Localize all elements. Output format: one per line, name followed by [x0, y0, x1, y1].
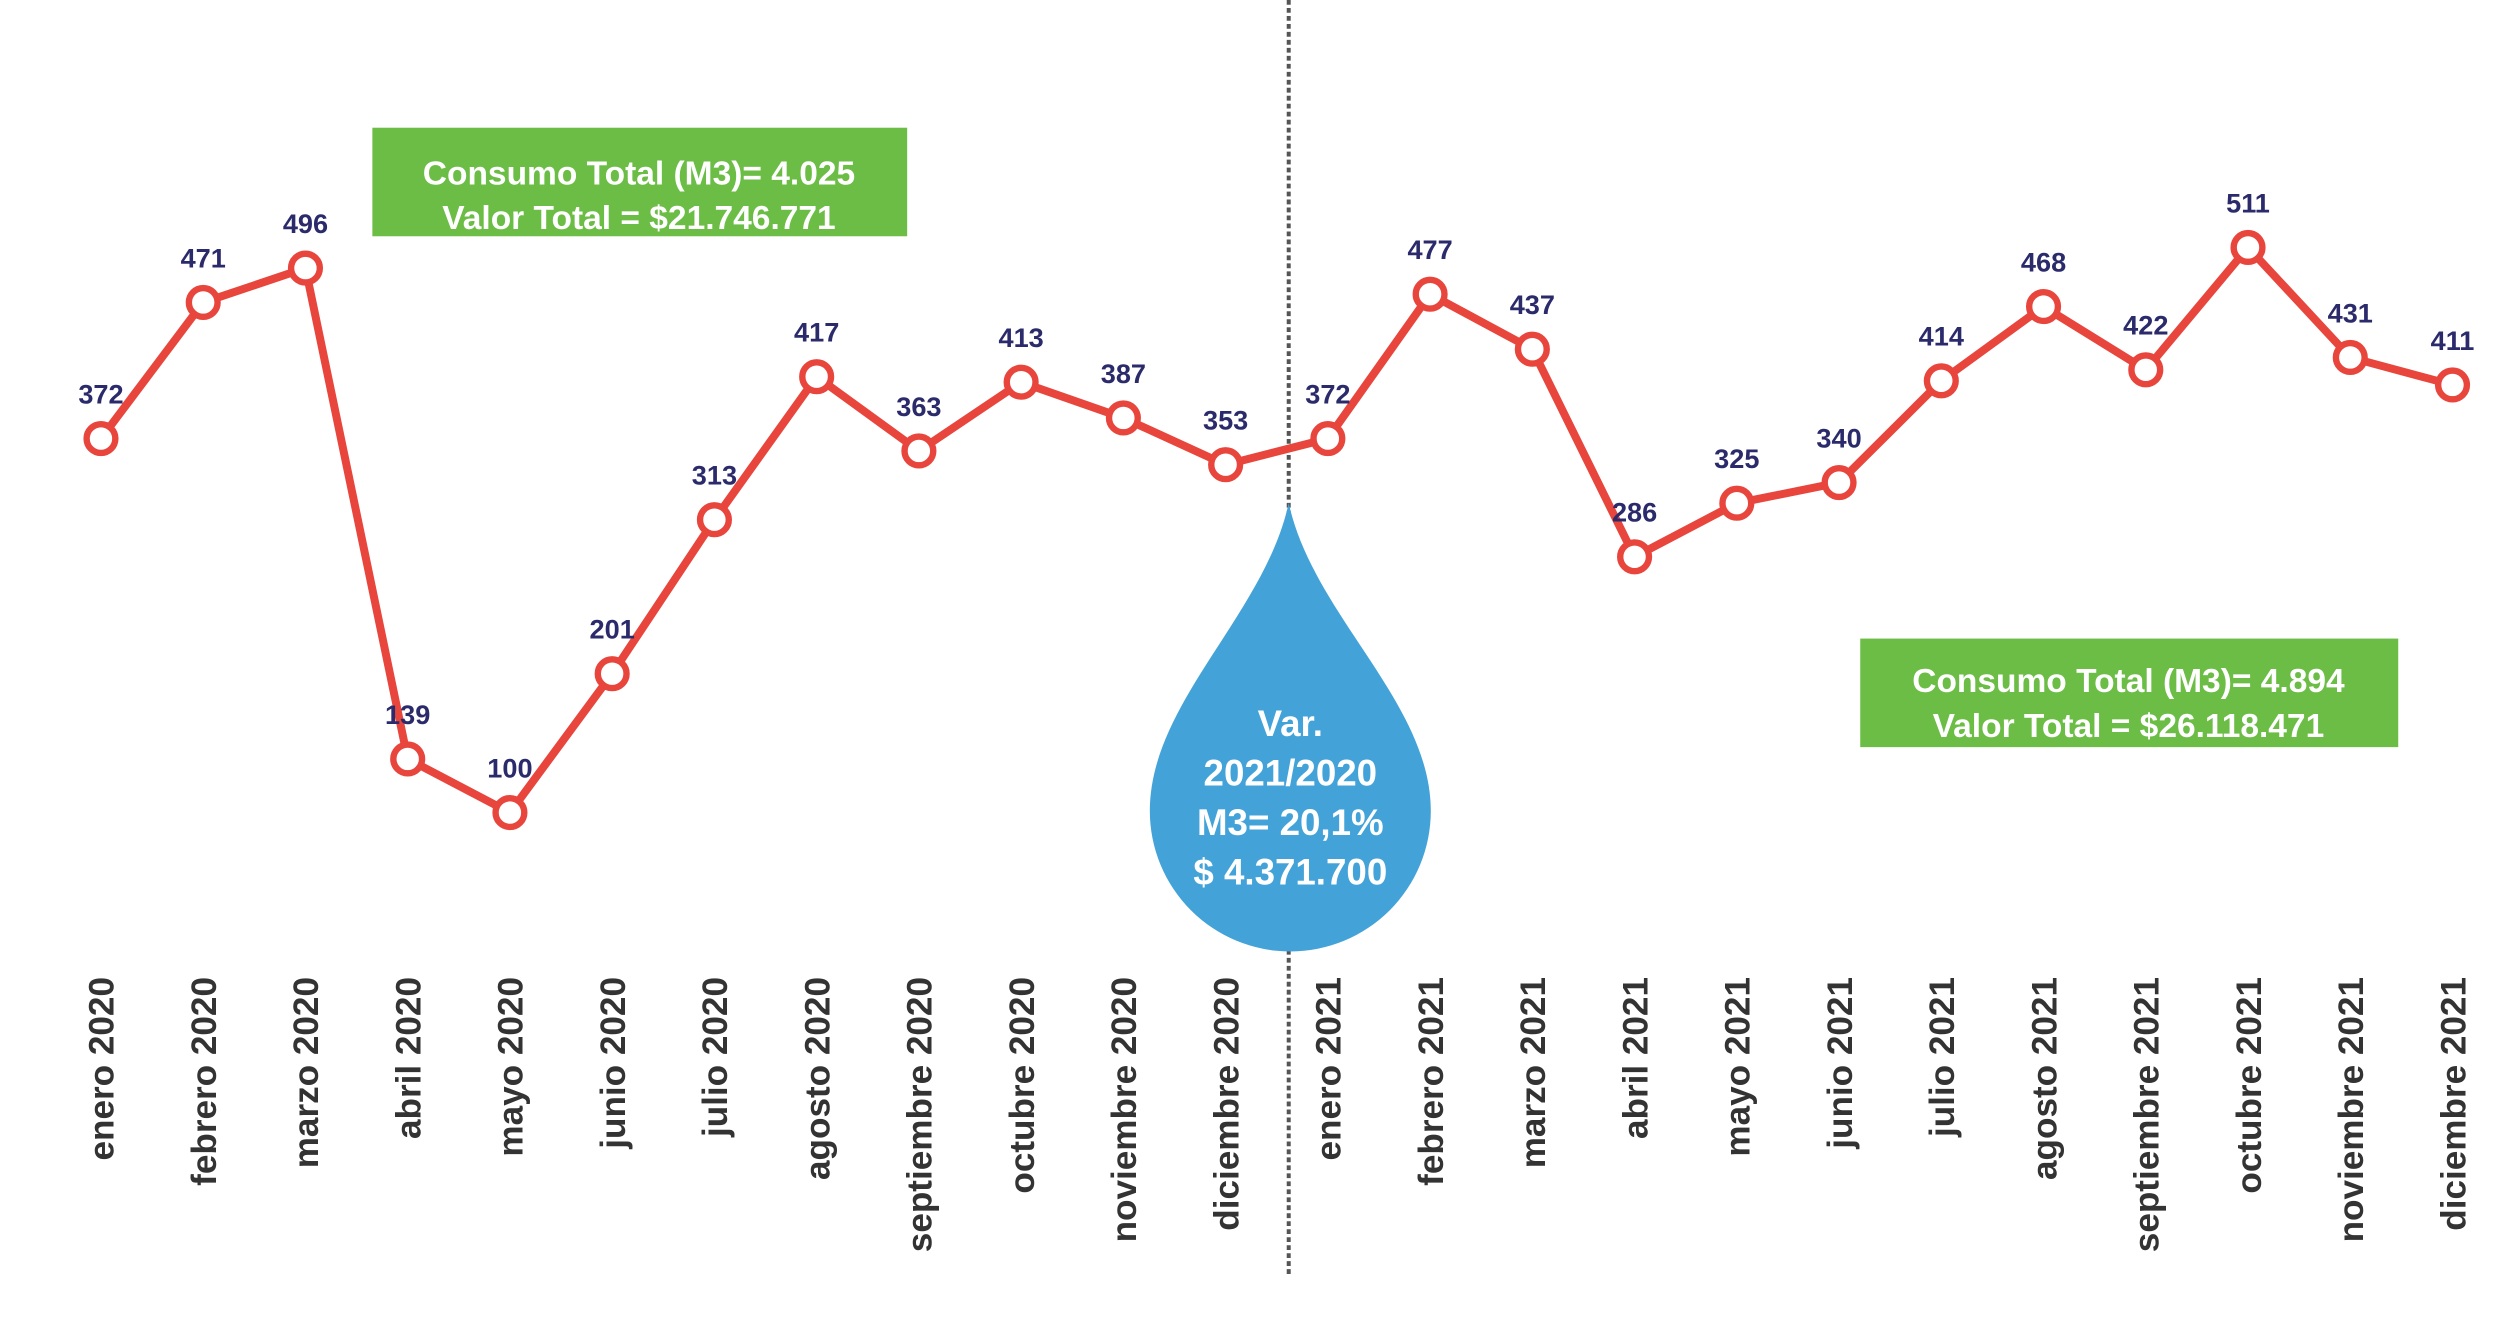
annotation-text: Consumo Total (M3)= 4.025: [423, 155, 855, 192]
data-point: [83, 421, 119, 457]
annotation-text: Consumo Total (M3)= 4.894: [1912, 663, 2345, 700]
x-tick-label: julio 2020: [696, 977, 735, 1138]
value-label: 340: [1816, 422, 1861, 453]
data-point: [901, 433, 937, 469]
annotation-text: 2021/2020: [1204, 753, 1378, 794]
value-label: 353: [1203, 405, 1248, 436]
x-tick-label: junio 2020: [594, 977, 633, 1150]
x-tick-label: octubre 2021: [2230, 977, 2269, 1194]
value-label: 413: [999, 322, 1044, 353]
value-label: 431: [2328, 297, 2373, 328]
value-label: 372: [1305, 378, 1350, 409]
x-tick-label: junio 2021: [1821, 977, 1860, 1150]
annotation-text: $ 4.371.700: [1193, 852, 1387, 893]
x-tick-label: abril 2020: [389, 977, 428, 1139]
data-point: [1208, 447, 1244, 483]
x-tick-label: noviembre 2020: [1105, 977, 1144, 1242]
data-point: [1105, 400, 1141, 436]
value-label: 372: [78, 378, 123, 409]
x-tick-label: agosto 2020: [798, 977, 837, 1180]
data-point: [1923, 363, 1959, 399]
data-point: [1003, 364, 1039, 400]
annotation-text: Var.: [1258, 703, 1323, 744]
data-point: [2025, 289, 2062, 325]
x-tick-label: marzo 2021: [1514, 977, 1553, 1168]
x-tick-label: abril 2021: [1616, 977, 1655, 1139]
x-tick-label: julio 2021: [1923, 977, 1962, 1138]
annotation-text: Valor Total = $26.118.471: [1933, 708, 2325, 745]
data-point: [1617, 539, 1653, 575]
value-label: 286: [1612, 497, 1657, 528]
x-tick-label: enero 2020: [83, 977, 122, 1160]
data-point: [492, 795, 528, 831]
x-tick-label: septiembre 2020: [901, 977, 940, 1252]
data-point: [1412, 276, 1448, 312]
value-label: 437: [1510, 289, 1555, 320]
value-label: 411: [2431, 325, 2475, 356]
x-tick-label: agosto 2021: [2025, 977, 2064, 1180]
data-point: [696, 502, 732, 538]
x-tick-label: febrero 2020: [185, 977, 224, 1186]
data-point: [2128, 352, 2164, 388]
value-label: 325: [1714, 443, 1759, 474]
data-point: [2332, 339, 2368, 376]
annotation-text: Valor Total = $21.746.771: [442, 200, 835, 237]
data-point: [2434, 367, 2471, 403]
value-label: 387: [1101, 358, 1146, 389]
annotation-text: M3= 20,1%: [1197, 802, 1384, 843]
data-point: [1719, 485, 1755, 521]
annotation-box: [1860, 638, 2399, 748]
x-tick-label: febrero 2021: [1412, 977, 1451, 1186]
x-tick-label: marzo 2020: [287, 977, 326, 1168]
value-label: 414: [1919, 321, 1964, 352]
value-label: 477: [1407, 234, 1452, 265]
x-tick-label: enero 2021: [1310, 977, 1349, 1160]
data-point: [185, 284, 221, 321]
x-tick-label: diciembre 2020: [1207, 977, 1246, 1231]
value-label: 363: [896, 391, 941, 422]
data-point: [799, 359, 835, 395]
data-point: [1514, 331, 1550, 367]
x-tick-label: noviembre 2021: [2332, 977, 2371, 1242]
x-tick-label: octubre 2020: [1003, 977, 1042, 1194]
value-label: 511: [2226, 187, 2270, 218]
value-label: 417: [794, 317, 839, 348]
data-point: [2230, 229, 2266, 266]
value-label: 313: [692, 460, 737, 491]
annotation-box: [372, 127, 908, 237]
data-line: [97, 243, 2454, 817]
value-label: 471: [181, 242, 226, 273]
data-point: [390, 741, 426, 777]
x-tick-label: mayo 2021: [1719, 977, 1758, 1157]
data-point: [1310, 421, 1346, 457]
x-tick-label: septiembre 2021: [2128, 977, 2167, 1252]
x-tick-label: mayo 2020: [492, 977, 531, 1157]
value-label: 422: [2123, 310, 2168, 341]
value-label: 201: [590, 614, 635, 645]
x-tick-label: diciembre 2021: [2434, 977, 2473, 1231]
data-point: [287, 250, 324, 286]
data-point: [1821, 465, 1857, 501]
water-drop: [1149, 502, 1431, 952]
data-point: [594, 656, 630, 692]
value-label: 139: [385, 699, 430, 730]
value-label: 100: [487, 752, 532, 783]
value-label: 496: [283, 208, 328, 239]
value-label: 468: [2021, 246, 2066, 277]
